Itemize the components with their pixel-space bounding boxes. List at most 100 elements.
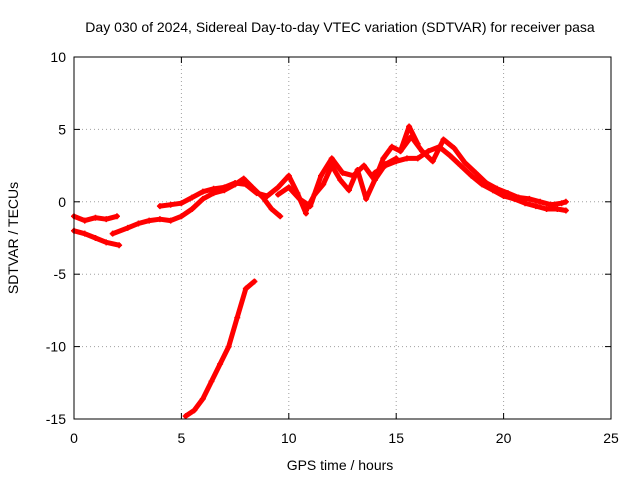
data-point	[554, 206, 561, 213]
data-point	[156, 203, 163, 210]
x-tick-label: 20	[496, 430, 512, 446]
data-point	[380, 155, 387, 162]
data-point	[103, 239, 110, 246]
y-tick-label: 0	[58, 194, 66, 210]
data-point	[221, 184, 228, 191]
data-point	[328, 155, 335, 162]
grid	[74, 57, 611, 419]
series-arc-c	[109, 175, 284, 237]
data-point	[318, 172, 325, 179]
data-point	[526, 195, 533, 202]
data-point	[429, 158, 436, 165]
y-tick-label: 10	[50, 49, 66, 65]
data-point	[103, 216, 110, 223]
data-point	[479, 181, 486, 188]
y-tick-label: -5	[54, 266, 67, 282]
data-point	[242, 285, 249, 292]
data-point	[371, 169, 378, 176]
data-point	[515, 194, 522, 201]
data-point	[178, 213, 185, 220]
data-point	[178, 200, 185, 207]
data-point	[425, 148, 432, 155]
x-axis-label: GPS time / hours	[287, 457, 394, 473]
data-point	[393, 158, 400, 165]
data-point	[543, 206, 550, 213]
data-point	[532, 203, 539, 210]
data-point	[522, 200, 529, 207]
data-point	[81, 230, 88, 237]
data-point	[217, 360, 224, 367]
data-point	[264, 193, 271, 200]
data-point	[234, 314, 241, 321]
data-point	[302, 207, 309, 214]
x-tick-label: 10	[281, 430, 297, 446]
x-tick-label: 5	[178, 430, 186, 446]
axis-ticks: 0 5 10 15 20 25 -15 -10 -5 0 5 10	[46, 49, 619, 446]
data-point	[446, 152, 453, 159]
series-arc-i	[182, 278, 258, 420]
data-point	[81, 217, 88, 224]
data-point	[208, 378, 215, 385]
data-point	[363, 195, 370, 202]
data-point	[328, 162, 335, 169]
data-point	[242, 181, 249, 188]
y-tick-label: 5	[58, 121, 66, 137]
data-point	[189, 194, 196, 201]
data-marks	[71, 123, 569, 420]
plot-frame	[73, 56, 612, 420]
data-point	[440, 136, 447, 143]
series-arc-a	[71, 213, 120, 224]
data-point	[311, 191, 318, 198]
data-point	[253, 190, 260, 197]
data-point	[113, 213, 120, 220]
x-tick-label: 15	[388, 430, 404, 446]
data-point	[268, 206, 275, 213]
data-point	[275, 191, 282, 198]
data-point	[275, 184, 282, 191]
data-point	[537, 198, 544, 205]
data-point	[339, 169, 346, 176]
data-point	[225, 343, 232, 350]
data-point	[371, 177, 378, 184]
data-point	[116, 242, 123, 249]
data-point	[232, 179, 239, 186]
data-point	[451, 145, 458, 152]
data-point	[199, 395, 206, 402]
data-point	[210, 185, 217, 192]
data-point	[156, 216, 163, 223]
y-tick-label: -10	[46, 339, 66, 355]
data-point	[251, 278, 258, 285]
data-point	[461, 159, 468, 166]
data-point	[320, 181, 327, 188]
data-point	[494, 185, 501, 192]
series-arc-g	[371, 143, 569, 214]
data-point	[124, 224, 131, 231]
data-point	[457, 162, 464, 169]
data-point	[167, 201, 174, 208]
data-point	[558, 200, 565, 207]
data-point	[285, 172, 292, 179]
data-point	[354, 166, 361, 173]
data-point	[191, 407, 198, 414]
data-point	[285, 184, 292, 191]
data-point	[504, 190, 511, 197]
x-tick-label: 25	[603, 430, 619, 446]
y-tick-label: -15	[46, 411, 66, 427]
data-point	[146, 217, 153, 224]
x-tick-label: 0	[70, 430, 78, 446]
data-point	[240, 175, 247, 182]
data-point	[562, 207, 569, 214]
data-point	[199, 188, 206, 195]
series-trace	[183, 278, 257, 419]
data-point	[483, 179, 490, 186]
data-point	[562, 198, 569, 205]
data-point	[167, 217, 174, 224]
data-point	[388, 143, 395, 150]
data-point	[547, 201, 554, 208]
data-point	[92, 214, 99, 221]
data-point	[135, 220, 142, 227]
data-point	[337, 177, 344, 184]
data-point	[406, 123, 413, 130]
data-point	[418, 148, 425, 155]
